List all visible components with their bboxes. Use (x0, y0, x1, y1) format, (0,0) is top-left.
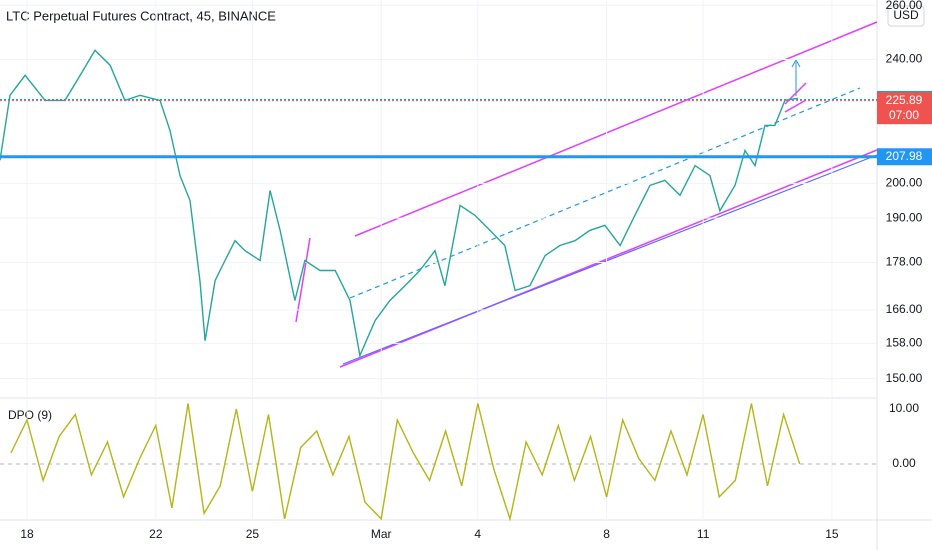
x-tick-label: 18 (20, 527, 34, 541)
currency[interactable]: USD (893, 8, 919, 22)
price-label-box (877, 92, 932, 125)
x-tick-label: 11 (697, 527, 710, 541)
trend-line (295, 237, 311, 323)
flag-line (784, 99, 807, 113)
drawings (295, 21, 878, 368)
price-label-box (877, 148, 932, 166)
price-label: 207.98 (886, 149, 923, 163)
y-tick-label: 178.00 (886, 255, 923, 269)
countdown: 07:00 (889, 108, 919, 122)
y-tick-label: 200.00 (886, 176, 923, 190)
y-tick-label: 166.00 (886, 302, 923, 316)
y-tick-label: 240.00 (886, 52, 923, 66)
currency-button[interactable] (887, 5, 925, 27)
x-tick-label: 15 (825, 527, 839, 541)
x-tick-label: 8 (603, 527, 610, 541)
indicator-title: DPO (9) (8, 408, 52, 422)
x-tick-label: Mar (371, 527, 392, 541)
price-label: 225.89 (886, 93, 923, 107)
x-tick-label: 25 (246, 527, 260, 541)
channel-line (342, 154, 878, 365)
chart-title: LTC Perpetual Futures Contract, 45, BINA… (6, 8, 276, 23)
y-tick-label: 10.00 (889, 401, 919, 415)
price-line (10, 403, 801, 522)
channel-mid (349, 87, 861, 299)
x-tick-label: 4 (474, 527, 481, 541)
y-tick-label: 260.00 (886, 0, 923, 12)
y-tick-label: 190.00 (886, 210, 923, 224)
channel-line (339, 149, 878, 368)
x-tick-label: 22 (149, 527, 163, 541)
y-tick-label: 158.00 (886, 336, 923, 350)
y-tick-label: 150.00 (886, 371, 923, 385)
channel-line (354, 21, 878, 237)
y-tick-label: 0.00 (892, 456, 916, 470)
